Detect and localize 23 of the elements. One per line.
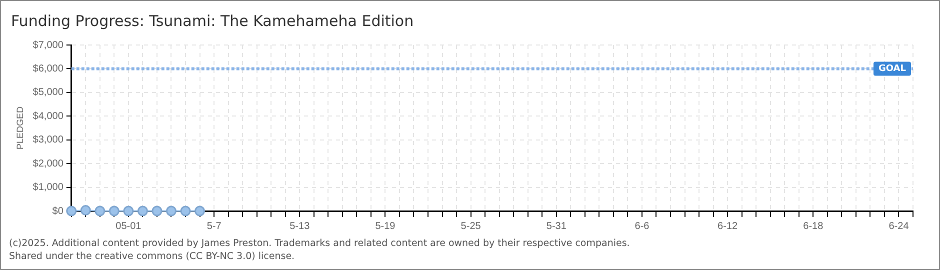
y-tick-label: $6,000 — [32, 63, 64, 74]
x-tick-label: 05-01 — [116, 220, 142, 232]
y-tick-label: $3,000 — [32, 134, 64, 146]
x-tick-label: 6-6 — [634, 220, 650, 232]
y-tick-label: $2,000 — [32, 158, 64, 170]
x-tick-label: 5-25 — [460, 220, 482, 232]
x-tick-label: 6-24 — [888, 220, 910, 232]
text: Shared under the creative commons (CC BY-NC 3.0) license. — [9, 250, 296, 263]
y-tick-label: $0 — [52, 206, 64, 217]
text: (c)2025. Additional content provided by James Preston. Trademarks and related content are owned by their respective companies. — [9, 237, 630, 250]
y-tick-label: $5,000 — [32, 87, 64, 98]
x-tick-label: 5-19 — [375, 220, 396, 232]
x-tick-label: 6-12 — [718, 220, 738, 232]
y-tick-label: $1,000 — [32, 182, 64, 194]
y-axis-title: PLEDGED — [14, 106, 25, 150]
x-tick-label: 5-13 — [290, 220, 310, 232]
ref-line-label: GOAL — [878, 64, 906, 74]
y-tick-label: $7,000 — [32, 40, 64, 51]
y-tick-label: $4,000 — [32, 110, 64, 122]
x-tick-label: 6-18 — [803, 220, 824, 232]
x-tick-label: 5-31 — [546, 220, 567, 232]
x-tick-label: 5-7 — [206, 220, 222, 232]
chart-title: Funding Progress: Tsunami: The Kamehameha Edition — [11, 12, 414, 30]
